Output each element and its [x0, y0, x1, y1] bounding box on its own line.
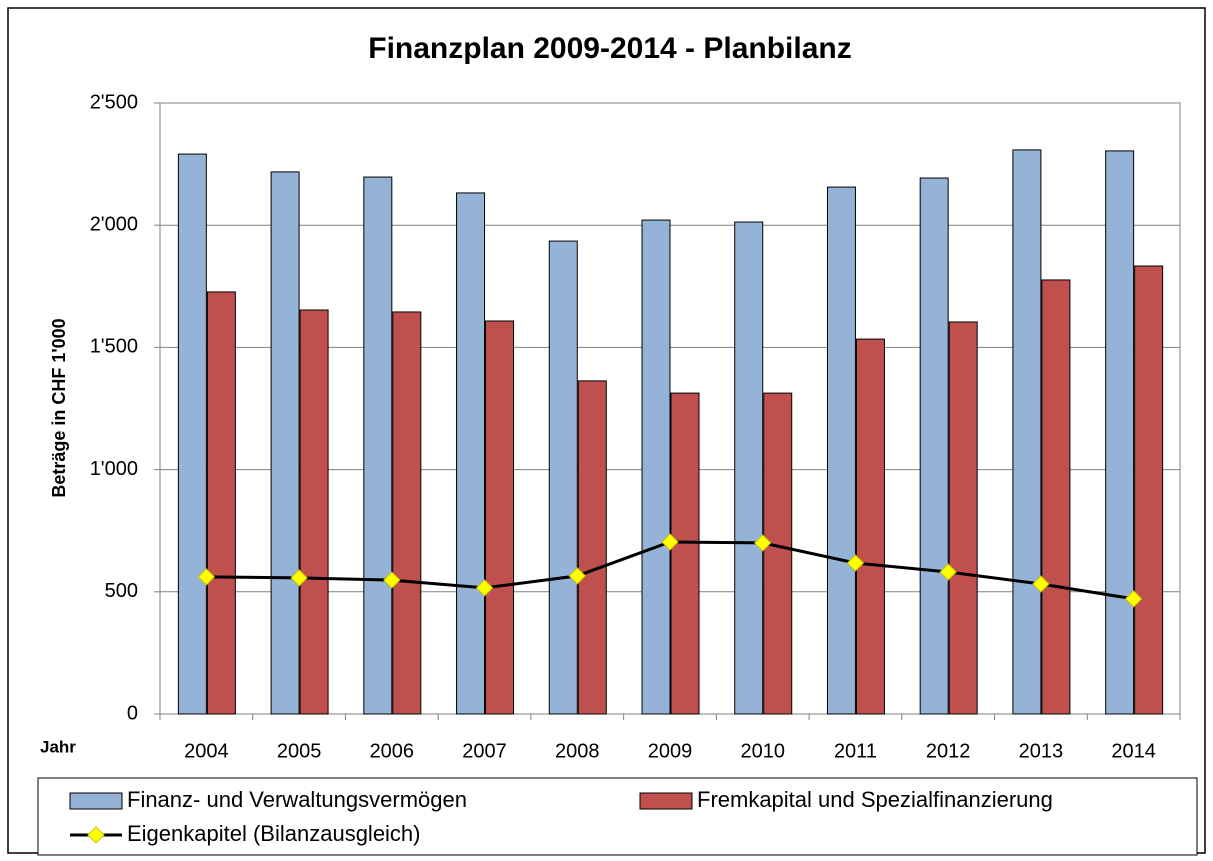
x-tick-label: 2006	[370, 740, 415, 762]
line-marker	[939, 563, 957, 581]
bar	[1105, 150, 1135, 715]
bar	[1041, 279, 1071, 715]
bar	[734, 221, 764, 715]
line-marker	[754, 534, 772, 552]
bar	[919, 177, 949, 715]
x-tick-label: 2005	[277, 740, 322, 762]
x-tick-label: 2011	[834, 740, 877, 762]
bar	[392, 311, 422, 715]
line-marker	[1032, 575, 1050, 593]
legend-label: Finanz- und Verwaltungsvermögen	[127, 787, 467, 812]
x-tick-label: 2010	[740, 740, 785, 762]
bar	[270, 171, 300, 715]
bar	[670, 392, 700, 715]
x-tick-label: 2013	[1019, 740, 1064, 762]
chart-title: Finanzplan 2009-2014 - Planbilanz	[368, 32, 852, 65]
legend-label: Eigenkapitel (Bilanzausgleich)	[127, 821, 421, 846]
x-tick-label: 2004	[184, 740, 229, 762]
bar	[363, 176, 393, 715]
bar	[206, 291, 236, 715]
y-tick-label: 500	[105, 580, 138, 602]
y-tick-label: 2'000	[90, 213, 138, 235]
x-tick-label: 2007	[462, 740, 507, 762]
bar	[855, 338, 885, 715]
bar	[548, 240, 578, 715]
line-marker	[290, 569, 308, 587]
bar	[577, 380, 607, 715]
y-tick-label: 1'000	[90, 458, 138, 480]
y-tick-label: 1'500	[90, 336, 138, 358]
x-tick-label: 2014	[1111, 740, 1156, 762]
bar	[763, 392, 793, 715]
bar	[948, 321, 978, 715]
line-marker	[475, 579, 494, 597]
bar	[299, 309, 329, 715]
line-marker	[568, 567, 586, 585]
legend-swatch	[639, 792, 693, 810]
line-marker	[661, 533, 679, 551]
bar	[641, 219, 671, 715]
bar	[826, 186, 856, 715]
x-tick-label: 2012	[926, 740, 971, 762]
x-tick-label: 2008	[555, 740, 600, 762]
line-marker	[383, 571, 401, 589]
x-tick-label: 2009	[648, 740, 693, 762]
y-tick-label: 2'500	[90, 91, 138, 113]
bar	[177, 153, 207, 715]
line-marker	[1124, 590, 1143, 608]
line-marker	[846, 554, 865, 572]
y-tick-label: 0	[127, 702, 138, 724]
legend-swatch	[69, 792, 123, 810]
bar	[456, 192, 486, 715]
legend-marker	[87, 826, 105, 844]
legend-box	[37, 777, 1198, 856]
bar	[485, 320, 515, 715]
line-marker	[197, 568, 216, 586]
legend-label: Fremkapital und Spezialfinanzierung	[697, 787, 1053, 812]
bar	[1134, 265, 1164, 715]
x-axis-label: Jahr	[40, 737, 76, 756]
y-axis-label: Beträge in CHF 1'000	[49, 318, 69, 497]
bar	[1012, 149, 1042, 715]
